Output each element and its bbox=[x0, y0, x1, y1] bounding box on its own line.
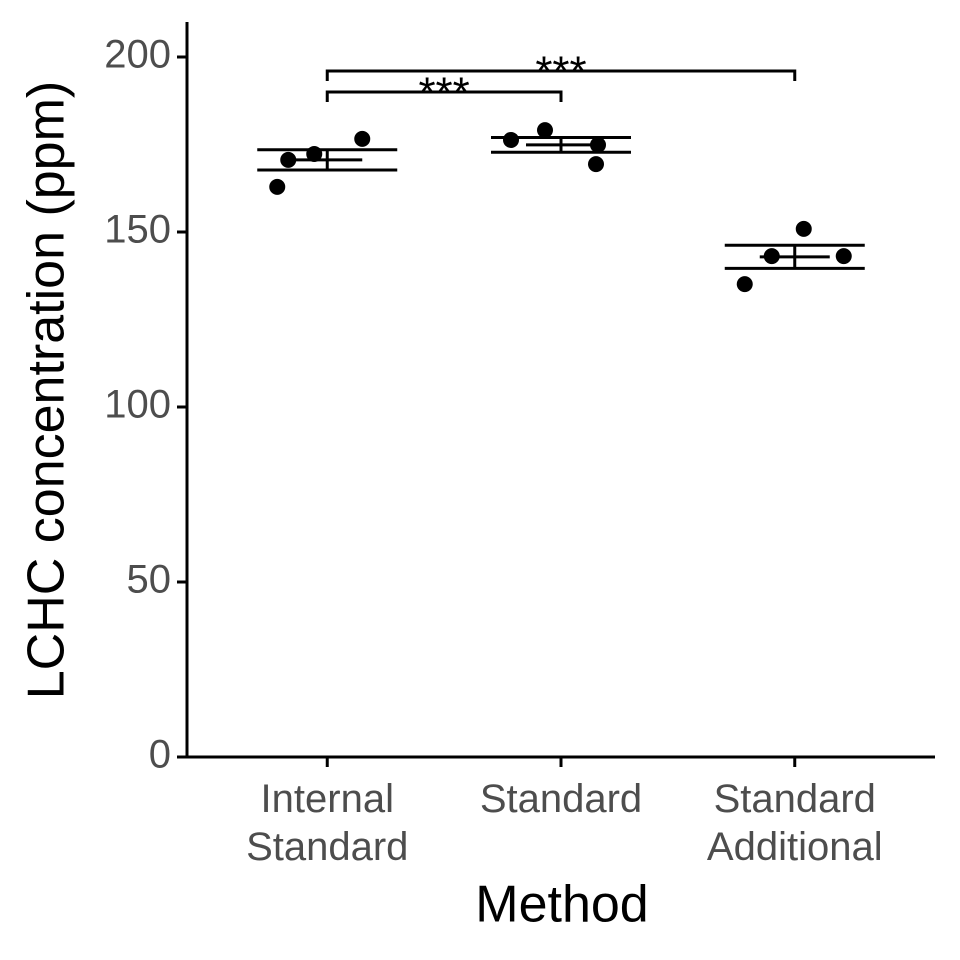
data-point bbox=[537, 122, 553, 139]
data-point bbox=[354, 130, 371, 147]
significance-label: *** bbox=[535, 48, 586, 97]
x-tick-label: Standard Additional bbox=[706, 777, 883, 869]
data-point bbox=[835, 248, 852, 265]
x-tick-label: Standard bbox=[479, 777, 643, 821]
significance-label: *** bbox=[418, 69, 469, 118]
significance-bracket bbox=[325, 69, 797, 81]
data-point bbox=[590, 136, 606, 153]
data-point bbox=[269, 178, 286, 195]
data-point bbox=[588, 156, 604, 173]
y-tick-label: 150 bbox=[104, 208, 171, 252]
data-point bbox=[736, 276, 753, 293]
significance-bracket bbox=[325, 90, 563, 102]
y-tick-label: 200 bbox=[104, 33, 171, 77]
y-tick-label: 0 bbox=[149, 733, 171, 777]
data-point bbox=[795, 220, 812, 237]
y-tick-label: 100 bbox=[104, 383, 171, 427]
data-point bbox=[280, 151, 297, 168]
data-point bbox=[503, 131, 519, 148]
x-axis-title: Method bbox=[475, 876, 648, 934]
x-tick-label: Internal Standard bbox=[246, 777, 409, 869]
y-tick-label: 50 bbox=[127, 558, 172, 602]
y-axis-title: LCHC concentration (ppm) bbox=[18, 81, 76, 699]
